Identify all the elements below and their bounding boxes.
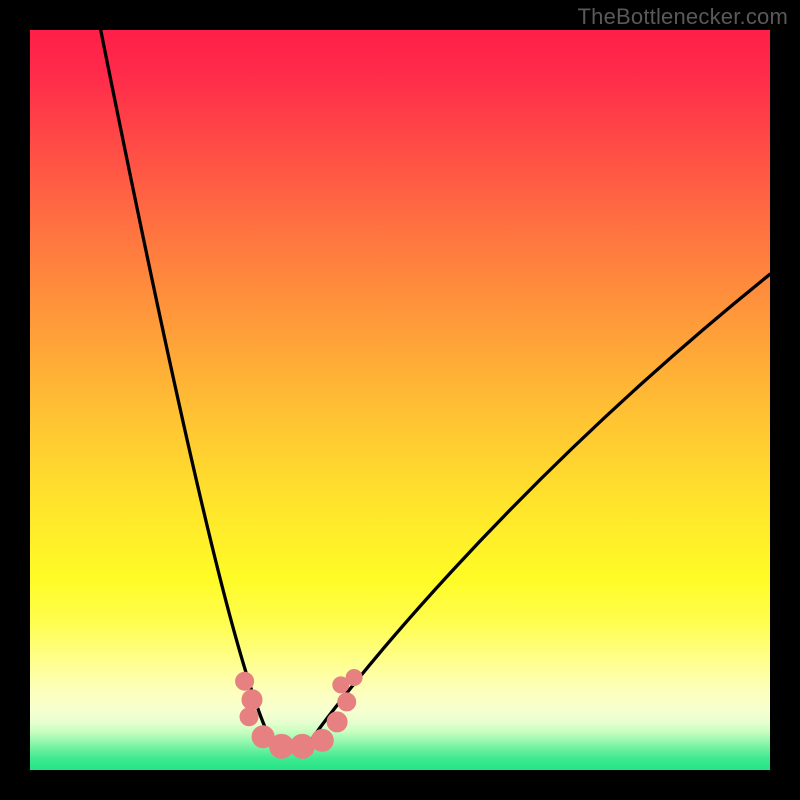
valley-marker [346, 670, 362, 686]
valley-marker [236, 672, 254, 690]
valley-marker [242, 690, 262, 710]
watermark-text: TheBottlenecker.com [578, 4, 788, 30]
valley-marker [327, 712, 347, 732]
valley-marker [311, 729, 333, 751]
valley-marker [240, 708, 258, 726]
bottleneck-chart [0, 0, 800, 800]
chart-gradient-bg [30, 30, 770, 770]
border-bottom [0, 770, 800, 800]
valley-marker [338, 693, 356, 711]
border-left [0, 0, 30, 800]
valley-marker [290, 734, 314, 758]
border-right [770, 0, 800, 800]
